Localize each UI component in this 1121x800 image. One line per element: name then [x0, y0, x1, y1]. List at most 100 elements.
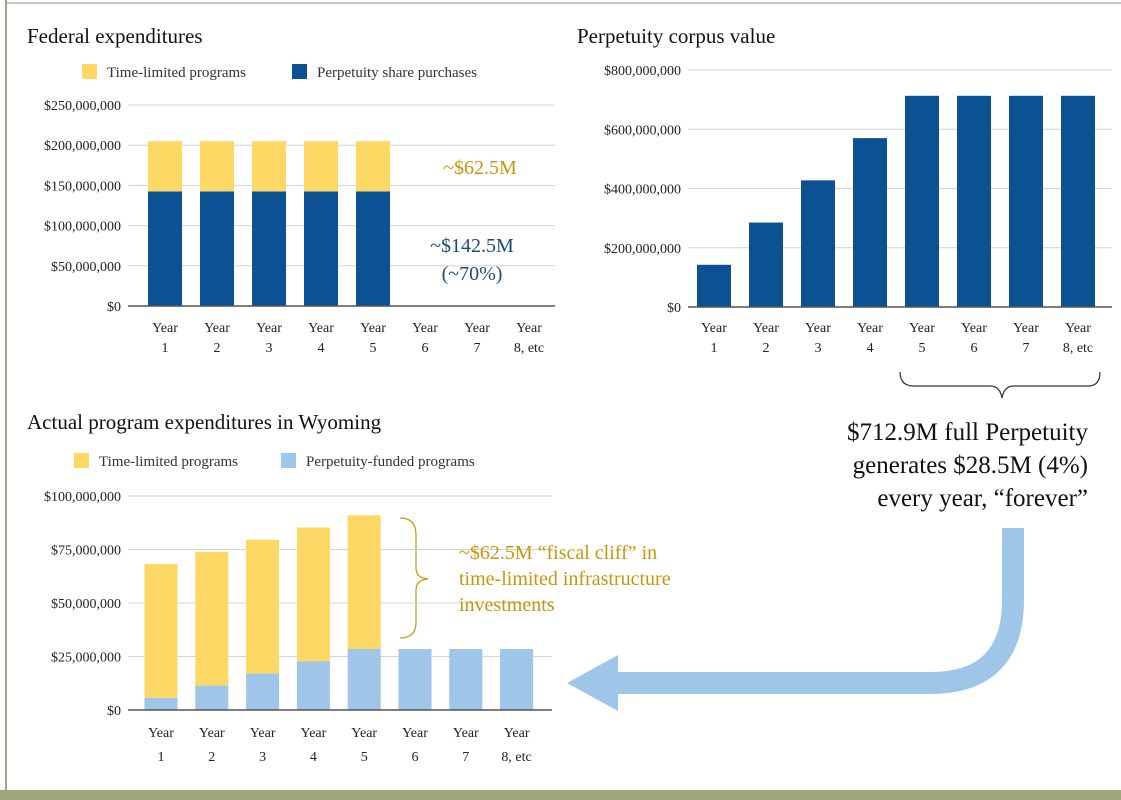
x-tick-label: 1: [162, 341, 169, 356]
x-tick-label: Year: [701, 321, 727, 336]
bar-perpetuity-funded-programs-year-5: [347, 649, 381, 710]
x-tick-label: Year: [204, 321, 230, 336]
x-tick-label: Year: [464, 321, 490, 336]
annotation: generates $28.5M (4%): [853, 452, 1088, 479]
x-tick-label: 5: [361, 750, 368, 765]
x-tick-label: Year: [308, 321, 334, 336]
bar-perpetuity-funded-programs-year-3: [246, 673, 280, 710]
bar-time-limited-programs-year-1: [144, 564, 178, 698]
x-tick-label: Year: [256, 321, 282, 336]
bottom-bar: [0, 790, 1121, 800]
bar-time-limited-programs-year-2: [195, 551, 229, 686]
x-tick-label: Year: [351, 726, 377, 741]
x-tick-label: 8, etc: [501, 750, 531, 765]
annotation: investments: [459, 594, 555, 616]
y-tick-label: $75,000,000: [51, 544, 121, 559]
y-tick-label: $100,000,000: [44, 490, 121, 505]
bar-perpetuity-corpus-value-year-5: [905, 95, 939, 307]
legend-swatch: [74, 453, 89, 468]
annotation: $712.9M full Perpetuity: [847, 419, 1088, 446]
bar-time-limited-programs-year-3: [252, 141, 286, 192]
y-tick-label: $0: [667, 301, 681, 316]
x-tick-label: 4: [318, 341, 325, 356]
y-tick-label: $600,000,000: [604, 123, 681, 138]
annotation: time-limited infrastructure: [459, 568, 671, 590]
x-tick-label: 3: [815, 341, 822, 356]
bar-perpetuity-corpus-value-year-1: [697, 264, 731, 307]
chart1-title: Federal expenditures: [27, 24, 203, 48]
x-tick-label: Year: [300, 726, 326, 741]
x-tick-label: 7: [474, 341, 481, 356]
bar-perpetuity-corpus-value-year-3: [801, 180, 835, 307]
y-tick-label: $150,000,000: [44, 179, 121, 194]
bar-perpetuity-corpus-value-year-2: [749, 222, 783, 307]
y-tick-label: $400,000,000: [604, 183, 681, 198]
bar-time-limited-programs-year-5: [347, 515, 381, 650]
bar-perpetuity-share-purchases-year-3: [252, 191, 286, 306]
legend-label: Time-limited programs: [107, 65, 246, 81]
y-tick-label: $800,000,000: [604, 64, 681, 79]
y-tick-label: $0: [107, 704, 121, 719]
legend-label: Perpetuity share purchases: [317, 65, 477, 81]
bar-perpetuity-corpus-value-year-7: [1009, 95, 1043, 307]
x-tick-label: 5: [919, 341, 926, 356]
x-tick-label: Year: [909, 321, 935, 336]
y-tick-label: $50,000,000: [51, 597, 121, 612]
arrow-head: [567, 655, 618, 711]
legend-label: Perpetuity-funded programs: [306, 454, 475, 470]
x-tick-label: 6: [422, 341, 429, 356]
x-tick-label: 3: [259, 750, 266, 765]
legend-swatch: [292, 64, 307, 79]
bar-perpetuity-funded-programs-year-1: [144, 697, 178, 710]
top-border: [5, 2, 1121, 4]
bar-time-limited-programs-year-5: [356, 141, 390, 192]
bar-time-limited-programs-year-1: [148, 141, 182, 192]
annotation: ~$62.5M “fiscal cliff” in: [459, 542, 657, 564]
bar-perpetuity-corpus-value-year-6: [957, 95, 991, 307]
bar-perpetuity-funded-programs-year-4: [296, 661, 330, 710]
annotation: (~70%): [442, 263, 503, 285]
legend-swatch: [281, 453, 296, 468]
y-tick-label: $25,000,000: [51, 651, 121, 666]
x-tick-label: 1: [158, 750, 165, 765]
x-tick-label: 4: [867, 341, 874, 356]
x-tick-label: Year: [360, 321, 386, 336]
bar-perpetuity-funded-programs-year-2: [195, 685, 229, 710]
y-tick-label: $50,000,000: [51, 260, 121, 275]
bar-perpetuity-funded-programs-year-8: [500, 649, 534, 710]
bar-time-limited-programs-year-2: [200, 141, 234, 192]
left-border: [5, 0, 7, 790]
bar-perpetuity-share-purchases-year-5: [356, 191, 390, 306]
x-tick-label: Year: [1065, 321, 1091, 336]
x-tick-label: Year: [402, 726, 428, 741]
x-tick-label: Year: [753, 321, 779, 336]
x-tick-label: Year: [504, 726, 530, 741]
bar-perpetuity-corpus-value-year-8: [1061, 95, 1095, 307]
bar-perpetuity-share-purchases-year-1: [148, 191, 182, 306]
x-tick-label: Year: [412, 321, 438, 336]
x-tick-label: 6: [412, 750, 419, 765]
bar-time-limited-programs-year-4: [304, 141, 338, 192]
bar-perpetuity-share-purchases-year-4: [304, 191, 338, 306]
x-tick-label: 7: [1023, 341, 1030, 356]
bar-perpetuity-corpus-value-year-4: [853, 138, 887, 307]
y-tick-label: $200,000,000: [44, 139, 121, 154]
y-tick-label: $250,000,000: [44, 99, 121, 114]
x-tick-label: 2: [214, 341, 221, 356]
bar-time-limited-programs-year-4: [296, 527, 330, 662]
x-tick-label: Year: [1013, 321, 1039, 336]
chart3-title: Actual program expenditures in Wyoming: [27, 410, 382, 434]
annotation: ~$142.5M: [430, 235, 514, 257]
x-tick-label: 3: [266, 341, 273, 356]
x-tick-label: Year: [857, 321, 883, 336]
x-tick-label: Year: [805, 321, 831, 336]
x-tick-label: Year: [148, 726, 174, 741]
y-tick-label: $0: [107, 300, 121, 315]
x-tick-label: Year: [961, 321, 987, 336]
fiscal-cliff-brace: [399, 517, 429, 639]
bar-time-limited-programs-year-3: [246, 539, 280, 674]
chart2-title: Perpetuity corpus value: [577, 24, 775, 48]
x-tick-label: Year: [516, 321, 542, 336]
